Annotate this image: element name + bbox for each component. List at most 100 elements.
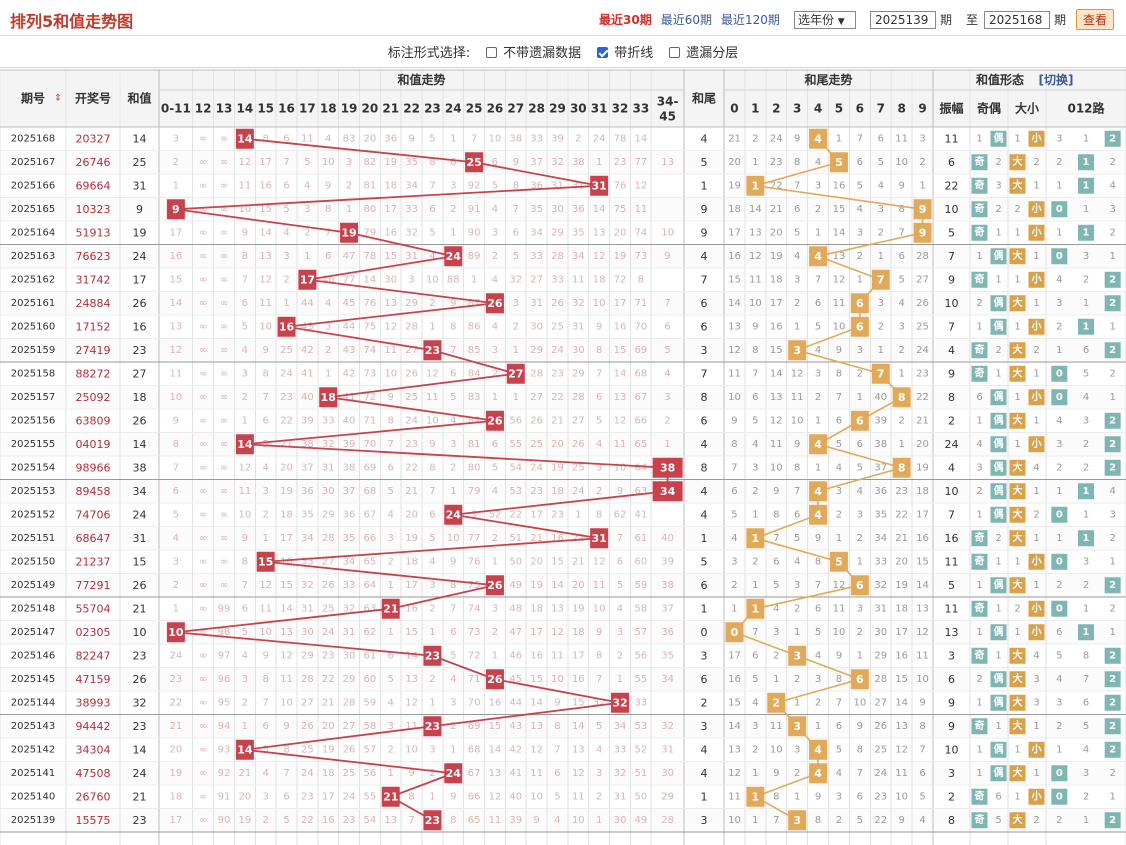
issue-header[interactable]: 期号: [21, 91, 45, 106]
sum-miss-value: ∞: [199, 650, 207, 661]
route-miss: 2: [1056, 721, 1062, 732]
no-miss-checkbox[interactable]: [486, 47, 498, 58]
tail-miss-value: 2: [815, 697, 821, 708]
sum-ball-label: 24: [446, 508, 462, 521]
sum-miss-value: 8: [596, 345, 602, 356]
miss-layer-checkbox[interactable]: [669, 47, 681, 58]
tail-col-header: 0: [730, 102, 738, 116]
sum-ball: [319, 387, 338, 408]
sum-miss-value: 65: [468, 815, 481, 826]
sum-miss-value: 25: [343, 768, 356, 779]
route-miss: 2: [1056, 321, 1062, 332]
sum-ball-label: 23: [425, 649, 440, 662]
sum-miss-value: 72: [364, 392, 377, 403]
sum-miss-value: 12: [238, 157, 251, 168]
tail-miss-value: 2: [919, 157, 925, 168]
sum-miss-value: 8: [638, 274, 644, 285]
tail-miss-value: 11: [749, 274, 762, 285]
parity-miss: 2: [976, 298, 982, 309]
route-ball: [1078, 177, 1094, 194]
parity-miss: 3: [976, 462, 982, 473]
trend-col-header: 30: [570, 102, 587, 116]
polyline-checkbox[interactable]: [597, 47, 609, 58]
tail-miss-value: 11: [895, 768, 908, 779]
sum-miss-value: 4: [554, 815, 560, 826]
size-ball: [1028, 318, 1045, 335]
tail-ball: [746, 528, 765, 549]
from-issue-input[interactable]: 2025139: [869, 10, 936, 29]
sum-miss-value: 34: [343, 556, 356, 567]
to-issue-input[interactable]: 2025168: [983, 10, 1050, 29]
recent-30-link[interactable]: 最近30期: [599, 13, 652, 27]
tail-miss-value: 8: [815, 815, 821, 826]
sum-miss-value: 10: [384, 368, 397, 379]
route-ball: [1104, 130, 1121, 147]
sum-miss-value: 13: [259, 251, 272, 262]
sum-miss-value: 6: [173, 486, 179, 497]
switch-link[interactable]: [切换]: [1039, 72, 1074, 87]
route-miss: 1: [1109, 321, 1115, 332]
tail-miss-value: 15: [728, 274, 741, 285]
sum-miss-value: 1: [283, 298, 289, 309]
sum-miss-value: 27: [322, 556, 335, 567]
route-miss: 2: [1109, 603, 1115, 614]
sum-miss-value: 5: [262, 439, 268, 450]
sum-miss-value: 70: [468, 697, 481, 708]
sum-miss-value: 27: [301, 697, 314, 708]
sum-miss-value: 3: [408, 274, 414, 285]
sum-miss-value: 10: [661, 227, 674, 238]
sum-miss-value: 23: [301, 791, 314, 802]
view-button[interactable]: 查看: [1075, 9, 1114, 30]
trend-col-header: 28: [528, 102, 545, 116]
tail-miss-value: 1: [857, 392, 863, 403]
tail-miss-value: 20: [895, 556, 908, 567]
sum-miss-value: 49: [509, 580, 522, 591]
tail-ball-label: 1: [752, 790, 760, 803]
tail-ball: [788, 645, 807, 666]
recent-120-link[interactable]: 最近120期: [721, 13, 780, 27]
tail-miss-value: 9: [794, 133, 800, 144]
sum-miss-value: 6: [242, 298, 248, 309]
sum-miss-value: 29: [661, 791, 674, 802]
sum-miss-value: 4: [596, 744, 602, 755]
sum-miss-value: 3: [450, 180, 456, 191]
trend-col-header: 23: [424, 102, 441, 116]
tail-ball-label: 7: [877, 367, 885, 380]
sum-miss-value: ∞: [199, 462, 207, 473]
parity-label: 偶: [993, 742, 1004, 755]
sum-value: 10: [133, 626, 147, 639]
sum-miss-value: 32: [593, 697, 606, 708]
route-miss: 1: [1056, 180, 1062, 191]
sum-miss-value: 13: [572, 744, 585, 755]
route-miss: 4: [1109, 486, 1115, 497]
sum-miss-value: 23: [614, 157, 627, 168]
tail-ball-label: 6: [856, 320, 864, 333]
sum-miss-value: 5: [173, 509, 179, 520]
route-miss: 2: [1056, 157, 1062, 168]
tail-ball-label: 6: [856, 414, 864, 427]
tail-miss-value: 4: [857, 204, 863, 215]
sum-miss-value: 86: [468, 321, 481, 332]
tail-miss-value: 22: [874, 815, 887, 826]
sum-miss-value: 85: [468, 345, 481, 356]
tail-value: 9: [701, 203, 708, 216]
winning-number: 88272: [76, 367, 111, 380]
trend-col-header: 21: [382, 102, 399, 116]
sort-arrows-icon[interactable]: ⇕: [54, 94, 62, 104]
sum-miss-value: 4: [492, 321, 498, 332]
recent-60-link[interactable]: 最近60期: [660, 13, 713, 27]
parity-label: 偶: [993, 672, 1004, 685]
parity-ball: [990, 741, 1007, 758]
sum-ball-label: 31: [591, 179, 606, 192]
trend-col-header: 19: [341, 102, 358, 116]
tail-miss-value: 7: [794, 180, 800, 191]
sum-miss-value: 2: [492, 251, 498, 262]
tail-miss-value: 1: [752, 580, 758, 591]
sum-miss-value: 11: [259, 603, 272, 614]
sum-miss-value: 22: [551, 392, 564, 403]
sum-miss-value: 9: [325, 180, 331, 191]
size-miss: 1: [1033, 180, 1039, 191]
year-select[interactable]: 选年份 ▼: [793, 10, 856, 29]
sum-miss-value: 11: [170, 368, 183, 379]
tail-miss-value: 9: [836, 345, 842, 356]
